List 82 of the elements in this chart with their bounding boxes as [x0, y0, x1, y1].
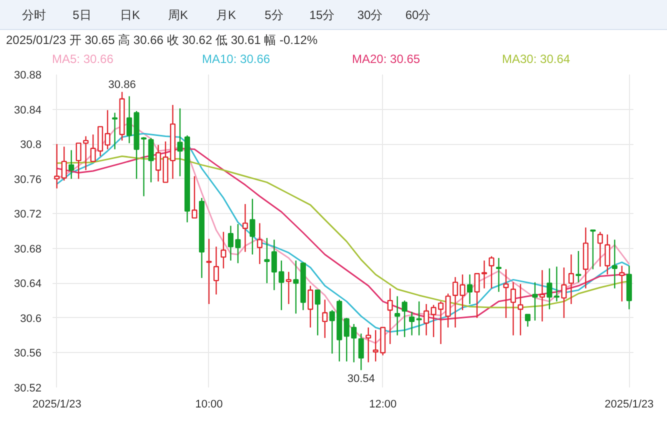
- y-tick-label: 30.64: [14, 278, 42, 290]
- candlestick: [539, 270, 545, 322]
- x-tick-label: 10:00: [195, 398, 223, 410]
- candlestick: [554, 266, 560, 302]
- y-tick-label: 30.6: [20, 312, 42, 325]
- text: MA5: 30.66: [52, 51, 114, 68]
- candlestick: [366, 326, 372, 363]
- candlestick: [286, 271, 292, 305]
- candlestick: [532, 282, 538, 322]
- candlestick: [192, 176, 198, 219]
- candlestick: [148, 137, 154, 183]
- candlestick: [61, 146, 67, 182]
- x-tick-label: 2025/1/23: [32, 398, 82, 410]
- y-tick-label: 30.88: [14, 70, 42, 82]
- candlestick: [546, 268, 552, 310]
- candlestick: [242, 203, 248, 252]
- annotation: 30.54: [347, 373, 375, 386]
- candlestick: [416, 300, 422, 336]
- candlestick: [496, 257, 502, 292]
- chart-subtitle: 2025/01/23 开 30.65 高 30.66 收 30.62 低 30.61 幅 -0.12%: [6, 32, 318, 49]
- candlestick: [68, 150, 74, 180]
- annotation: 30.86: [108, 78, 136, 91]
- candlestick: [250, 198, 256, 256]
- y-tick-label: 30.8: [20, 139, 42, 152]
- candlestick: [256, 222, 262, 265]
- candlestick: [314, 290, 320, 336]
- candlestick: [445, 293, 451, 328]
- candlestick: [126, 96, 132, 144]
- candlestick: [264, 237, 270, 284]
- candlestick: [394, 296, 400, 336]
- candlestick: [54, 143, 60, 189]
- candlestick: [424, 303, 430, 336]
- candlestick: [467, 274, 473, 305]
- candlestick: [488, 256, 494, 289]
- candlestick: [402, 300, 408, 338]
- text: 月K: [214, 7, 237, 24]
- text: 周K: [166, 7, 189, 24]
- y-tick-label: 30.72: [14, 208, 42, 221]
- text: 分时: [21, 7, 47, 24]
- candlestick: [271, 239, 277, 291]
- candlestick: [213, 246, 219, 296]
- y-tick-label: 30.76: [14, 174, 42, 186]
- candlestick: [604, 234, 610, 276]
- candlestick: [576, 250, 582, 283]
- candlestick: [322, 299, 328, 339]
- y-tick-label: 30.84: [14, 104, 42, 116]
- candlestick: [619, 265, 625, 302]
- candlestick: [452, 276, 458, 328]
- candlestick: [104, 110, 110, 150]
- candlestick: [612, 239, 618, 289]
- x-tick-label: 2025/1/23: [604, 398, 654, 410]
- text: 30分: [356, 7, 384, 24]
- candlestick: [561, 266, 567, 319]
- candlestick: [503, 268, 509, 319]
- candlestick: [358, 332, 364, 371]
- candlestick: [112, 112, 118, 150]
- candlestick: [597, 231, 603, 268]
- text: MA20: 30.65: [352, 51, 422, 68]
- y-tick-label: 30.52: [14, 382, 42, 394]
- text: MA30: 30.64: [502, 51, 572, 68]
- candlestick: [524, 314, 531, 328]
- candlestick: [278, 260, 284, 311]
- candlestick: [590, 230, 596, 270]
- candlestick: [206, 238, 212, 305]
- text: 5日: [72, 7, 92, 24]
- candlestick: [510, 282, 516, 336]
- text: 15分: [308, 7, 336, 24]
- candlestick: [568, 254, 574, 305]
- text: 60分: [404, 7, 432, 24]
- text: 日K: [118, 7, 141, 24]
- y-tick-label: 30.56: [14, 348, 42, 360]
- candlestick: [308, 285, 314, 328]
- candlestick: [460, 274, 466, 311]
- x-tick-label: 12:00: [369, 398, 397, 410]
- candlestick: [409, 311, 415, 336]
- text: 5分: [264, 7, 284, 24]
- candlestick: [387, 288, 393, 345]
- candlestick: [293, 260, 299, 314]
- text: MA10: 30.66: [202, 51, 272, 68]
- y-tick-label: 30.68: [14, 243, 42, 256]
- candlestick: [220, 231, 226, 269]
- candlestick: [518, 283, 524, 336]
